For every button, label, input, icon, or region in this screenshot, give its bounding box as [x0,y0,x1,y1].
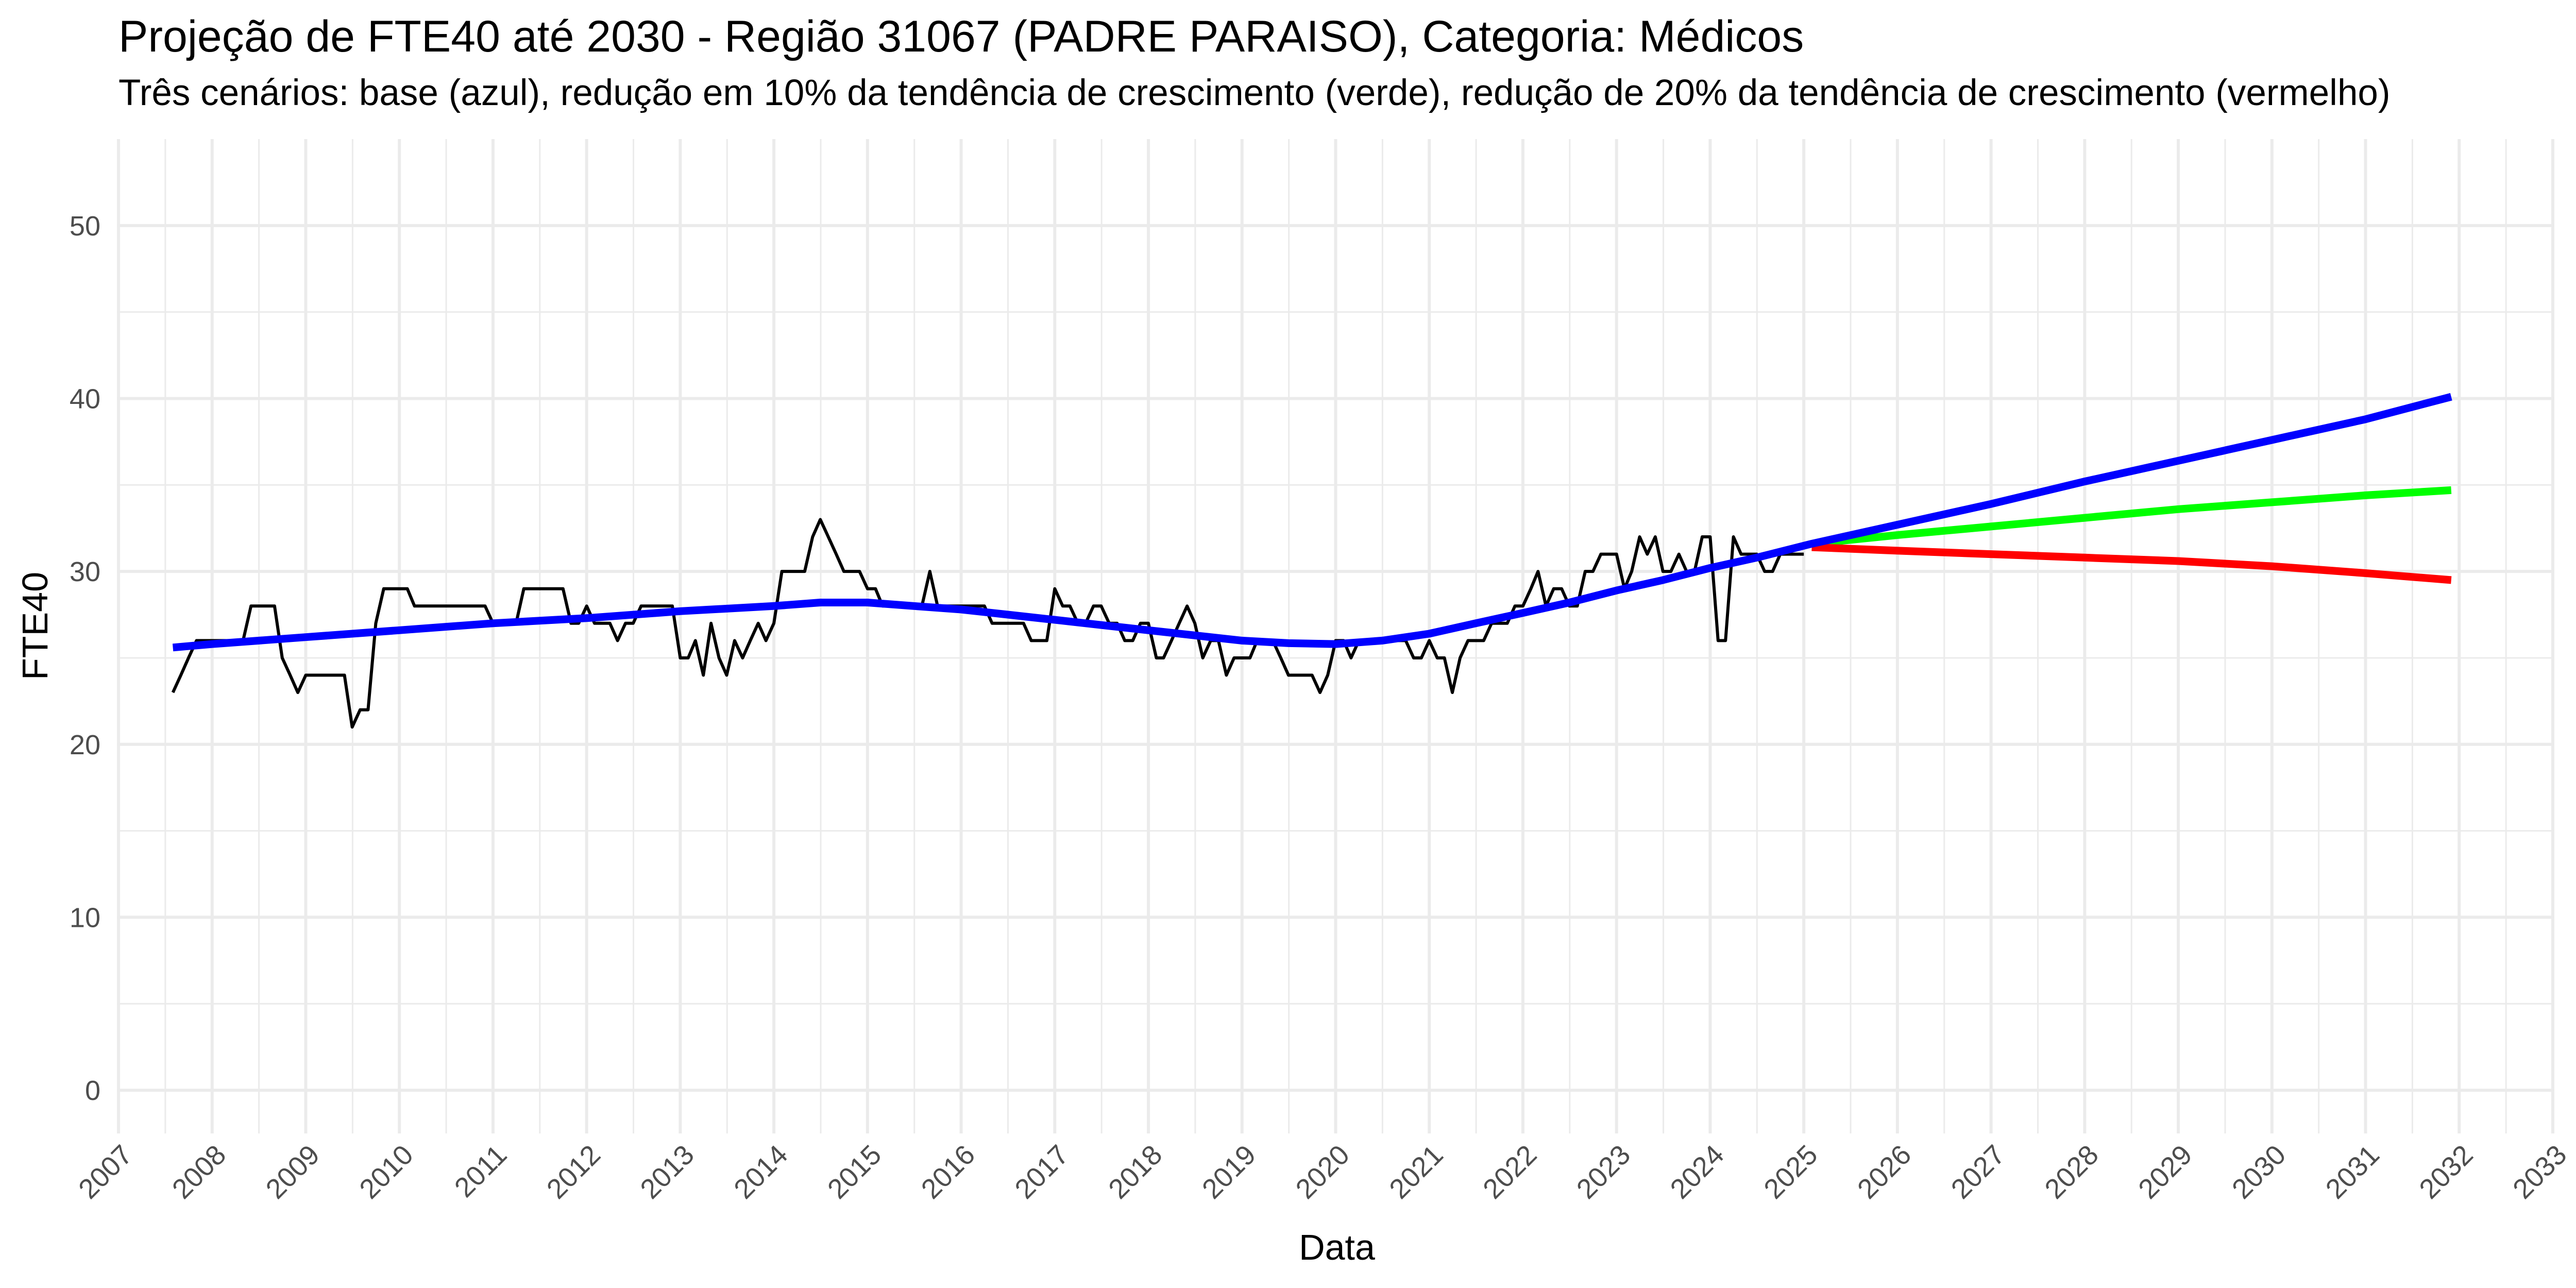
x-tick-label: 2032 [2413,1139,2479,1205]
x-tick-labels: 2007 2008 2009 2010 2011 2012 2013 2014 2015 2016… [73,1139,2572,1205]
y-tick-label: 0 [85,1075,100,1106]
x-tick-label: 2022 [1477,1139,1543,1205]
chart-subtitle: Três cenários: base (azul), redução em 1… [118,73,2391,113]
x-tick-label: 2033 [2507,1139,2572,1205]
x-tick-label: 2027 [1945,1139,2011,1205]
reduction-10-scenario-line [1811,486,2452,548]
x-tick-label: 2014 [728,1139,793,1205]
x-tick-label: 2025 [1758,1139,1823,1205]
observed-series-line [171,518,1804,729]
x-tick-label: 2012 [541,1139,606,1205]
x-tick-label: 2010 [353,1139,419,1205]
x-tick-label: 2017 [1009,1139,1074,1205]
x-axis-title: Data [1299,1227,1375,1267]
x-tick-label: 2023 [1571,1139,1636,1205]
x-tick-label: 2007 [73,1139,138,1205]
y-tick-label: 20 [70,730,100,760]
x-tick-label: 2011 [449,1139,513,1204]
x-tick-label: 2019 [1196,1139,1262,1205]
y-tick-label: 30 [70,556,100,587]
grid-layer [117,139,2554,1133]
y-tick-label: 10 [70,902,100,933]
x-tick-label: 2009 [260,1139,326,1205]
reduction-20-scenario-line [1811,543,2452,584]
y-tick-label: 40 [70,383,100,414]
y-tick-labels: 0 10 20 30 40 50 [70,211,100,1106]
x-tick-label: 2028 [2039,1139,2104,1205]
x-tick-label: 2016 [916,1139,981,1205]
x-tick-label: 2018 [1103,1139,1168,1205]
y-tick-label: 50 [70,211,100,242]
x-tick-label: 2020 [1290,1139,1355,1205]
x-tick-label: 2026 [1852,1139,1917,1205]
base-scenario-line [172,393,2452,652]
x-tick-label: 2008 [166,1139,232,1205]
x-tick-label: 2013 [634,1139,700,1205]
x-tick-label: 2015 [822,1139,887,1205]
x-tick-label: 2030 [2226,1139,2292,1205]
chart-title: Projeção de FTE40 até 2030 - Região 3106… [118,12,1804,61]
x-tick-label: 2021 [1383,1139,1449,1205]
x-tick-label: 2024 [1665,1139,1730,1205]
x-tick-label: 2029 [2132,1139,2198,1205]
series-layer [171,393,2452,729]
y-axis-title: FTE40 [15,572,55,680]
x-tick-label: 2031 [2320,1139,2385,1205]
